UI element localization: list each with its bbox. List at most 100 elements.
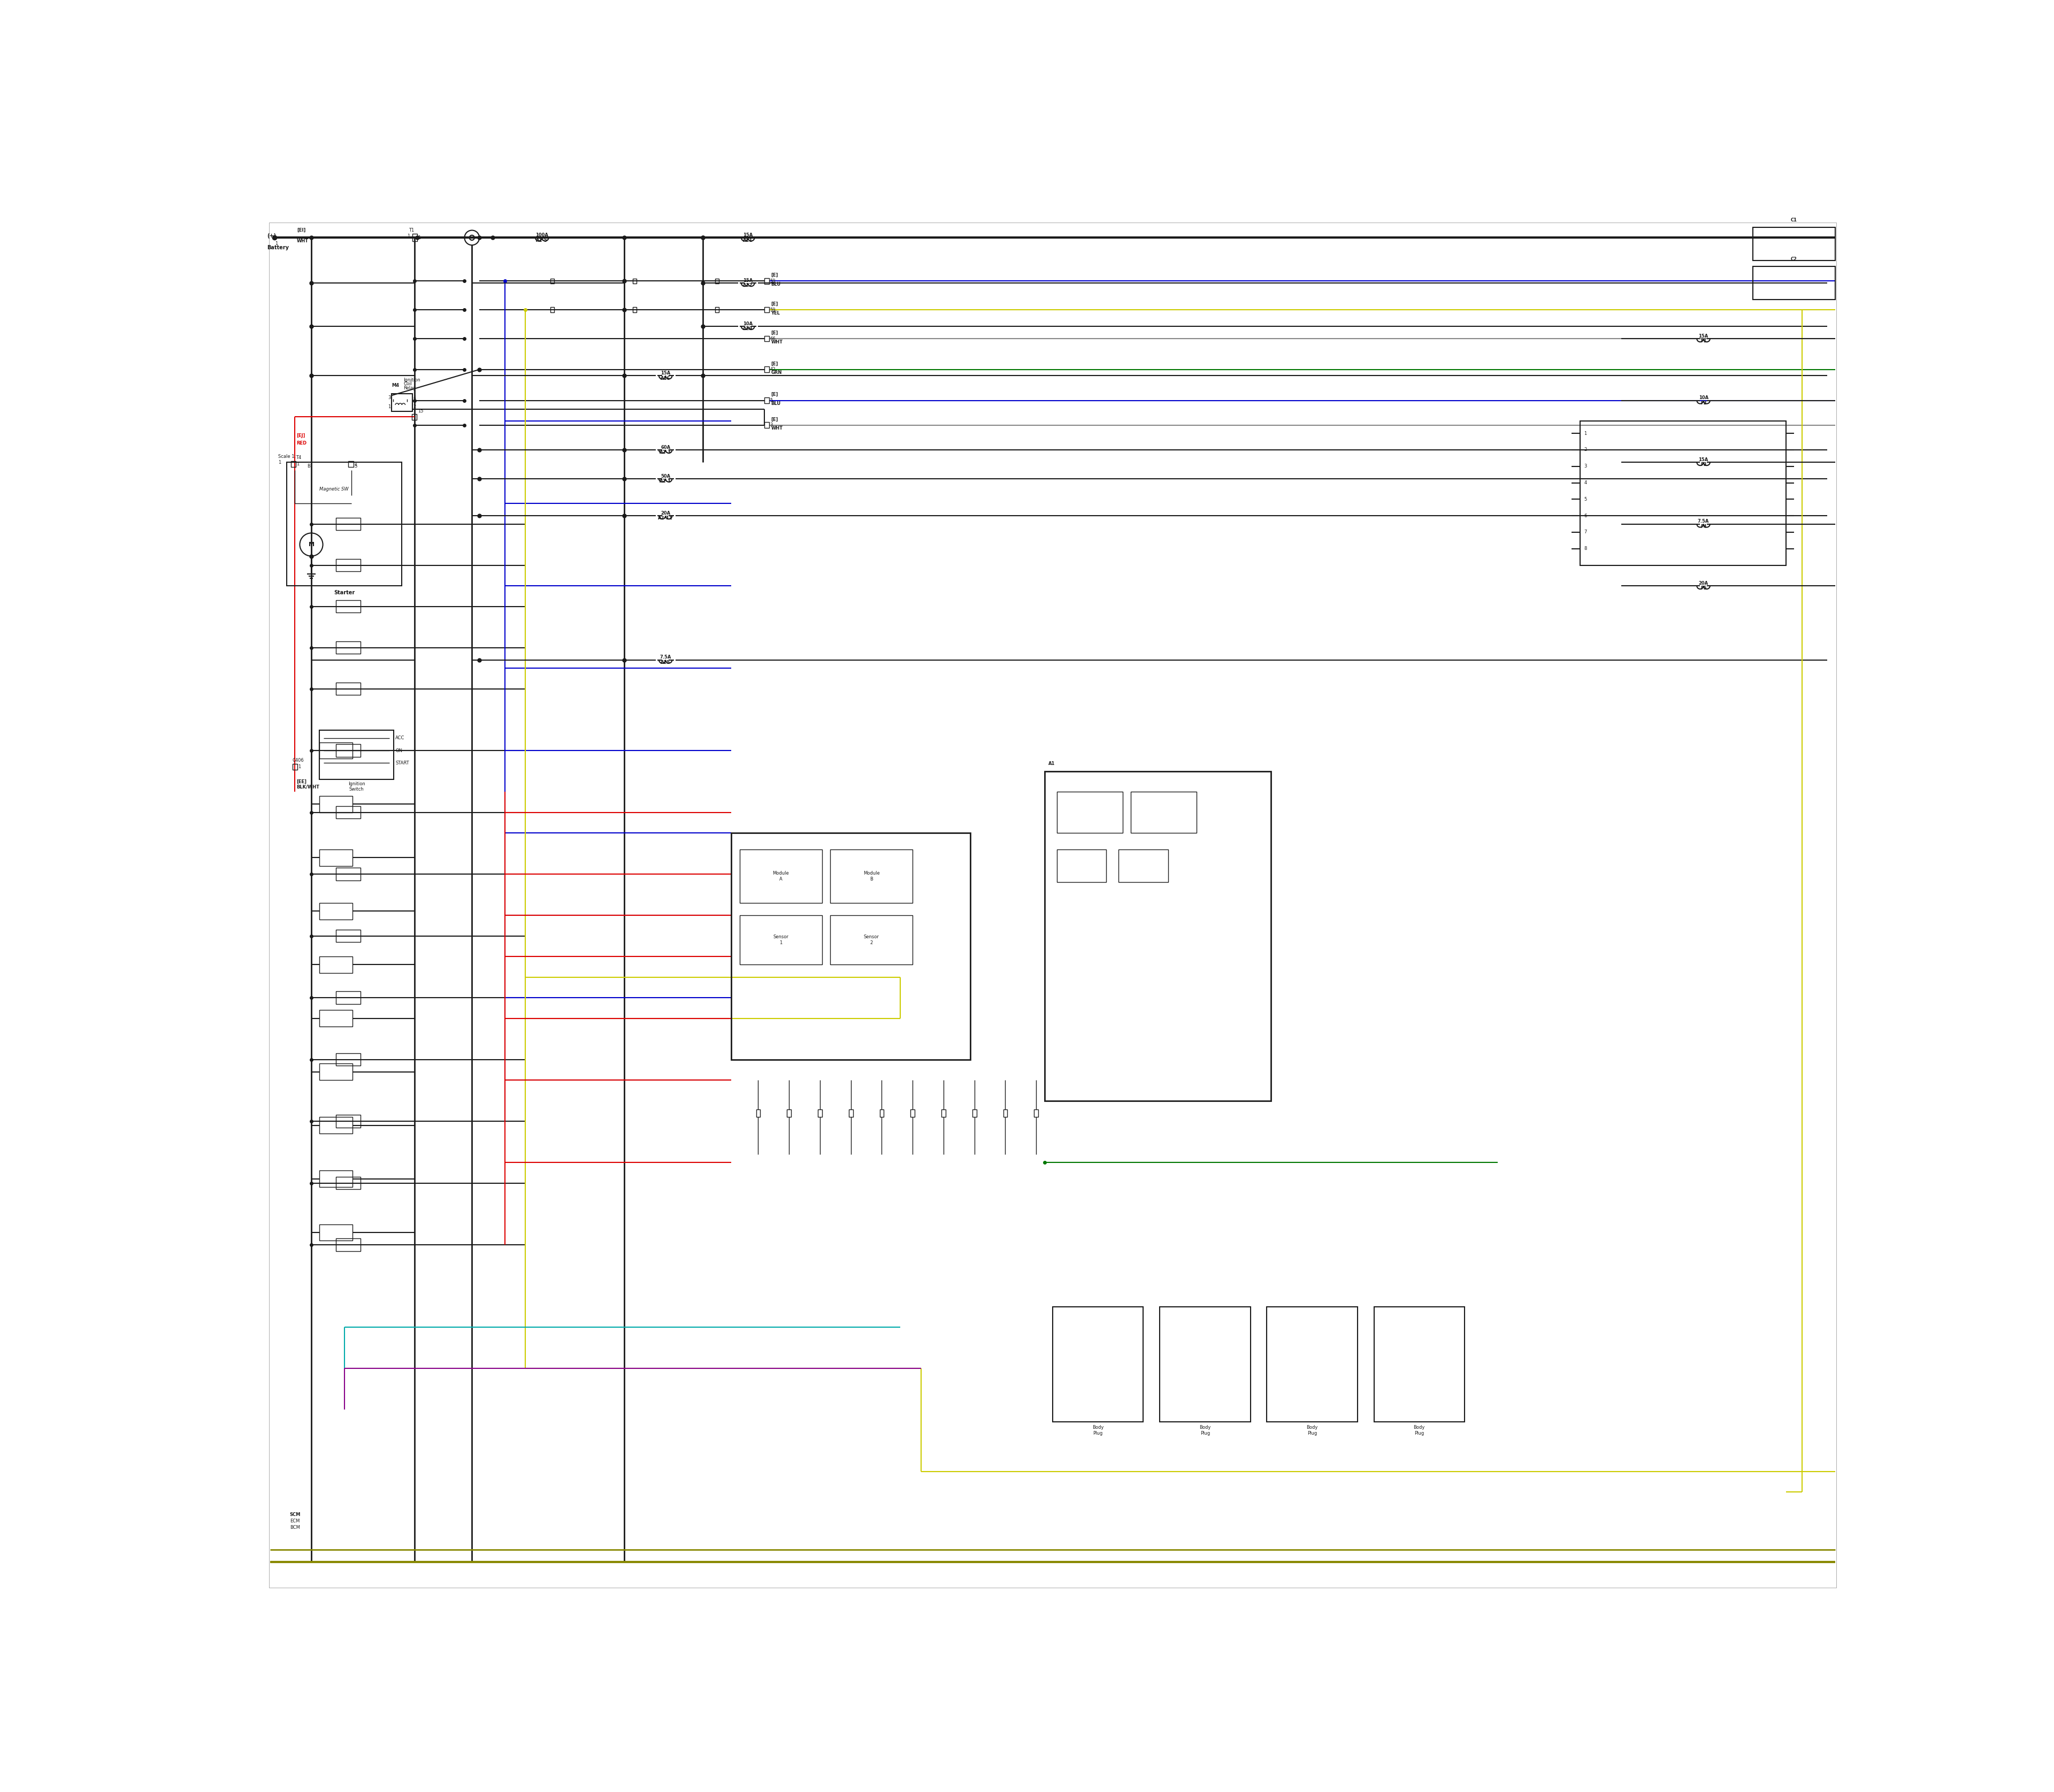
Bar — [320, 1011, 353, 1027]
Text: [E]: [E] — [770, 330, 778, 335]
Bar — [1161, 1306, 1251, 1421]
Bar — [715, 306, 719, 312]
Bar — [1043, 771, 1271, 1100]
Text: [EJ]: [EJ] — [296, 434, 306, 439]
Text: (+): (+) — [267, 233, 275, 238]
Bar — [337, 642, 362, 654]
Text: 100A: 100A — [536, 233, 548, 238]
Text: 15A: 15A — [661, 371, 670, 376]
Text: F5: F5 — [1701, 586, 1707, 591]
Bar — [320, 1063, 353, 1081]
Bar — [349, 461, 353, 468]
Text: T4: T4 — [296, 455, 302, 461]
Bar — [337, 930, 362, 943]
Text: 10A: 10A — [1699, 396, 1709, 400]
Bar — [320, 903, 353, 919]
Bar — [1267, 1306, 1358, 1421]
Text: C2: C2 — [1791, 256, 1797, 262]
Text: F1: F1 — [1701, 339, 1707, 344]
Text: Starter: Starter — [333, 590, 355, 595]
Bar — [830, 916, 912, 964]
Text: A2-3: A2-3 — [659, 450, 672, 455]
Bar — [739, 916, 822, 964]
Text: A21: A21 — [744, 238, 752, 242]
Text: Coil: Coil — [403, 382, 413, 387]
Text: Sensor
1: Sensor 1 — [772, 935, 789, 944]
Text: 15A: 15A — [1699, 457, 1709, 462]
Bar — [972, 1109, 976, 1116]
Text: 1: 1 — [353, 462, 357, 466]
Text: M4: M4 — [392, 383, 398, 389]
Text: A22: A22 — [744, 283, 752, 289]
Text: Body
Plug: Body Plug — [1093, 1425, 1103, 1435]
Bar — [1132, 792, 1197, 833]
Bar — [1119, 849, 1169, 882]
Text: 66: 66 — [770, 337, 776, 340]
Text: 59: 59 — [770, 278, 776, 283]
Text: 20A: 20A — [661, 511, 670, 516]
Text: 15: 15 — [417, 409, 423, 414]
Bar — [320, 1116, 353, 1134]
Text: Scale 1:: Scale 1: — [279, 453, 296, 459]
Text: A1-5: A1-5 — [536, 238, 548, 242]
Text: 10A: 10A — [744, 321, 752, 326]
Bar — [764, 423, 770, 428]
Bar — [337, 1115, 362, 1127]
Text: 7.5A: 7.5A — [659, 654, 672, 659]
Bar — [292, 461, 296, 468]
Text: Magnetic SW: Magnetic SW — [320, 487, 349, 491]
Text: A25: A25 — [661, 659, 670, 665]
Bar — [764, 278, 770, 283]
Bar — [337, 559, 362, 572]
Text: Module
B: Module B — [863, 871, 879, 882]
Text: A1: A1 — [1048, 762, 1056, 767]
Text: 50A: 50A — [661, 473, 670, 478]
Bar — [1058, 792, 1124, 833]
Text: A16: A16 — [661, 376, 670, 380]
Text: 1: 1 — [388, 405, 390, 409]
Bar — [337, 1238, 362, 1251]
Text: 7: 7 — [1584, 530, 1588, 534]
Text: 2: 2 — [413, 405, 415, 409]
Bar — [292, 763, 298, 771]
Bar — [550, 306, 555, 312]
Text: 1: 1 — [417, 235, 421, 240]
Text: WHT: WHT — [770, 339, 783, 344]
Text: [E]: [E] — [770, 362, 778, 366]
Bar — [320, 957, 353, 973]
Text: A2-1: A2-1 — [659, 478, 672, 484]
Bar — [337, 991, 362, 1004]
Text: A29: A29 — [744, 326, 752, 332]
Bar — [320, 796, 353, 812]
Bar — [337, 683, 362, 695]
Text: YEL: YEL — [770, 310, 781, 315]
Text: M: M — [308, 541, 314, 547]
Text: 6: 6 — [1584, 513, 1588, 518]
Text: 7.5A: 7.5A — [1699, 520, 1709, 523]
Bar — [411, 414, 417, 419]
Text: Module
A: Module A — [772, 871, 789, 882]
Text: C1: C1 — [1791, 217, 1797, 222]
Text: T1: T1 — [409, 228, 415, 233]
Text: 4: 4 — [413, 396, 415, 400]
Text: Sensor
2: Sensor 2 — [865, 935, 879, 944]
Bar — [879, 1109, 883, 1116]
Text: Relay: Relay — [403, 385, 417, 391]
Bar — [337, 1177, 362, 1190]
Bar — [739, 849, 822, 903]
Text: [EI]: [EI] — [298, 228, 306, 233]
Text: [E]: [E] — [770, 392, 778, 398]
Text: 15A: 15A — [744, 278, 752, 283]
Text: WHT: WHT — [770, 426, 783, 430]
Text: 1: 1 — [279, 461, 281, 464]
Bar — [1052, 1306, 1144, 1421]
Bar — [633, 306, 637, 312]
Bar — [731, 833, 969, 1059]
Bar — [337, 806, 362, 819]
Text: S: S — [355, 464, 357, 470]
Text: 59: 59 — [770, 308, 776, 312]
Text: ECM: ECM — [290, 1518, 300, 1523]
Text: 5: 5 — [1584, 496, 1588, 502]
Text: [E]: [E] — [770, 301, 778, 306]
Text: F3: F3 — [1701, 462, 1707, 468]
